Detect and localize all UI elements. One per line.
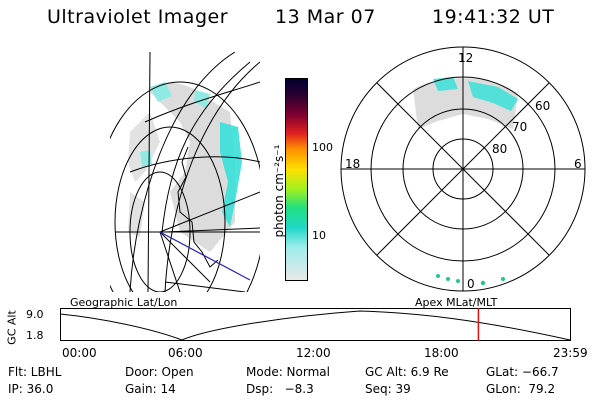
- aurora-bright-region: [220, 122, 242, 227]
- altitude-timeline: [60, 308, 571, 341]
- altitude-curve: [60, 310, 571, 341]
- status-dsp: Dsp: −8.3: [246, 382, 314, 396]
- time-tick-2359: 23:59: [553, 346, 588, 360]
- timeline-ytick-high: 9.0: [26, 308, 44, 321]
- coastline: [177, 146, 219, 268]
- colorbar-unit-label: photon cm⁻²s⁻¹: [272, 144, 286, 238]
- lat-label-70: 70: [512, 120, 527, 134]
- timeline-ytick-low: 1.8: [26, 329, 44, 342]
- mlt-label-18: 18: [345, 157, 360, 171]
- lat-label-80: 80: [492, 142, 507, 156]
- status-ip: IP: 36.0: [8, 382, 54, 396]
- mlt-label-0: 0: [467, 277, 475, 291]
- status-seq: Seq: 39: [365, 382, 411, 396]
- colorbar-tick-100: 100: [312, 141, 333, 154]
- status-gain: Gain: 14: [125, 382, 176, 396]
- geographic-map: [110, 52, 260, 292]
- colorbar-tick-10: 10: [312, 229, 326, 242]
- aurora-faint-region: [150, 82, 235, 252]
- time-tick-0000: 00:00: [62, 346, 97, 360]
- time-tick-1800: 18:00: [424, 346, 459, 360]
- timeline-right-caption: Apex MLat/MLT: [415, 296, 498, 309]
- status-flt: Flt: LBHL: [8, 365, 62, 379]
- polar-aurora-bright: [433, 77, 518, 111]
- mlt-label-6: 6: [574, 157, 582, 171]
- time-label: 19:41:32 UT: [432, 6, 555, 28]
- timeline-axis-label: GC Alt: [5, 310, 19, 345]
- instrument-title: Ultraviolet Imager: [47, 6, 229, 28]
- status-glon: GLon: 79.2: [486, 382, 556, 396]
- ground-track: [159, 231, 251, 281]
- status-glat: GLat: −66.7: [486, 365, 559, 379]
- time-tick-1200: 12:00: [296, 346, 331, 360]
- polar-plot: 12 18 6 0 60 70 80: [340, 46, 586, 292]
- mlt-label-12: 12: [458, 51, 473, 65]
- time-tick-0600: 06:00: [168, 346, 203, 360]
- status-mode: Mode: Normal: [246, 365, 330, 379]
- date-label: 13 Mar 07: [275, 6, 376, 28]
- status-door: Door: Open: [125, 365, 194, 379]
- colorbar: [285, 78, 308, 281]
- status-gc-alt: GC Alt: 6.9 Re: [365, 365, 449, 379]
- lat-label-60: 60: [535, 99, 550, 113]
- timeline-left-caption: Geographic Lat/Lon: [70, 296, 178, 309]
